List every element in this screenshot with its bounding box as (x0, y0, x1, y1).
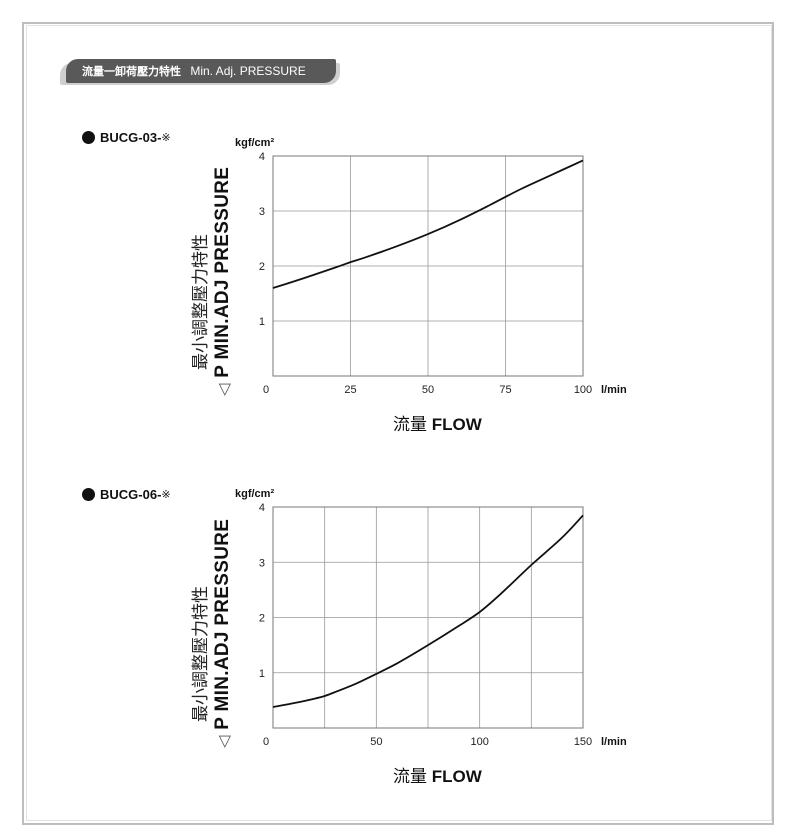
chart1-model-text: BUCG-03- (100, 130, 162, 145)
section-title-en: Min. Adj. PRESSURE (190, 64, 306, 78)
section-title-jp: 流量一卸荷壓力特性 (82, 65, 181, 78)
chart2-model-mark: ※ (161, 488, 171, 501)
chart2-xtitle: 流量 FLOW (393, 762, 482, 787)
y-axis-unit: kgf/cm² (235, 137, 274, 149)
figure-inner-frame (26, 25, 772, 821)
x-tick-label: 150 (574, 736, 592, 748)
chart2-model-text: BUCG-06- (100, 487, 162, 502)
series-line (272, 159, 584, 289)
plot-area-border (272, 506, 584, 729)
chart1-model-label: BUCG-03- ※ (82, 130, 171, 145)
x-tick-label: 100 (574, 384, 592, 396)
chart1-xtitle-jp: 流量 (393, 415, 427, 435)
plot-area-border (272, 155, 584, 377)
y-tick-label: 1 (259, 668, 265, 680)
bullet-icon (82, 131, 95, 144)
chart2-xtitle-jp: 流量 (393, 767, 427, 787)
x-axis-unit: l/min (601, 384, 627, 396)
chart2-xtitle-en: FLOW (431, 767, 482, 786)
y-tick-label: 2 (259, 261, 265, 273)
y-axis-unit: kgf/cm² (235, 488, 274, 500)
y-tick-label: 1 (259, 316, 265, 328)
y-tick-label: 4 (259, 151, 265, 163)
x-tick-label: 50 (422, 384, 434, 396)
y-tick-label: 3 (259, 557, 265, 569)
y-tick-label: 3 (259, 206, 265, 218)
x-tick-label: 75 (499, 384, 511, 396)
x-tick-label: 100 (470, 736, 488, 748)
chart2-model-label: BUCG-06- ※ (82, 487, 171, 502)
x-axis-unit: l/min (601, 736, 627, 748)
x-tick-label: 0 (263, 384, 269, 396)
chart1-xtitle-en: FLOW (431, 415, 482, 434)
bullet-icon (82, 488, 95, 501)
series-line (272, 514, 584, 708)
chart1-model-mark: ※ (161, 131, 171, 144)
chart1-xtitle: 流量 FLOW (393, 410, 482, 435)
x-tick-label: 0 (263, 736, 269, 748)
x-tick-label: 50 (370, 736, 382, 748)
x-tick-label: 25 (344, 384, 356, 396)
y-tick-label: 4 (259, 502, 265, 514)
section-header: 流量一卸荷壓力特性 Min. Adj. PRESSURE (66, 59, 336, 83)
y-tick-label: 2 (259, 613, 265, 625)
